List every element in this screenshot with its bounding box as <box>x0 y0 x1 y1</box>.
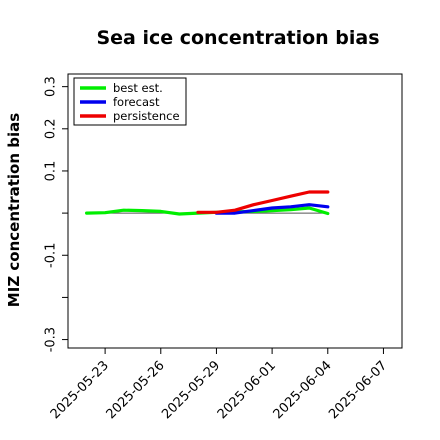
x-tick-label: 2025-06-07 <box>326 358 390 422</box>
legend-label: persistence <box>113 109 180 123</box>
x-tick-label: 2025-05-29 <box>159 358 223 422</box>
x-tick-label: 2025-05-23 <box>48 358 112 422</box>
series-line-persistence <box>196 190 330 214</box>
x-tick-label: 2025-06-04 <box>271 358 335 422</box>
y-axis-label: MIZ concentration bias <box>5 113 23 307</box>
plot-area <box>67 73 403 349</box>
y-tick-label: 0.2 <box>44 118 59 139</box>
y-tick-label: -0.3 <box>44 327 59 352</box>
legend-label: forecast <box>113 95 160 109</box>
legend-label: best est. <box>113 81 163 95</box>
y-tick-label: 0.3 <box>44 76 59 97</box>
y-tick-label: 0.1 <box>44 161 59 182</box>
series-line-forecast <box>214 203 330 215</box>
chart-title: Sea ice concentration bias <box>96 27 379 49</box>
x-tick-label: 2025-05-26 <box>104 358 168 422</box>
x-tick-label: 2025-06-01 <box>215 358 279 422</box>
y-tick-label: -0.1 <box>44 243 59 268</box>
